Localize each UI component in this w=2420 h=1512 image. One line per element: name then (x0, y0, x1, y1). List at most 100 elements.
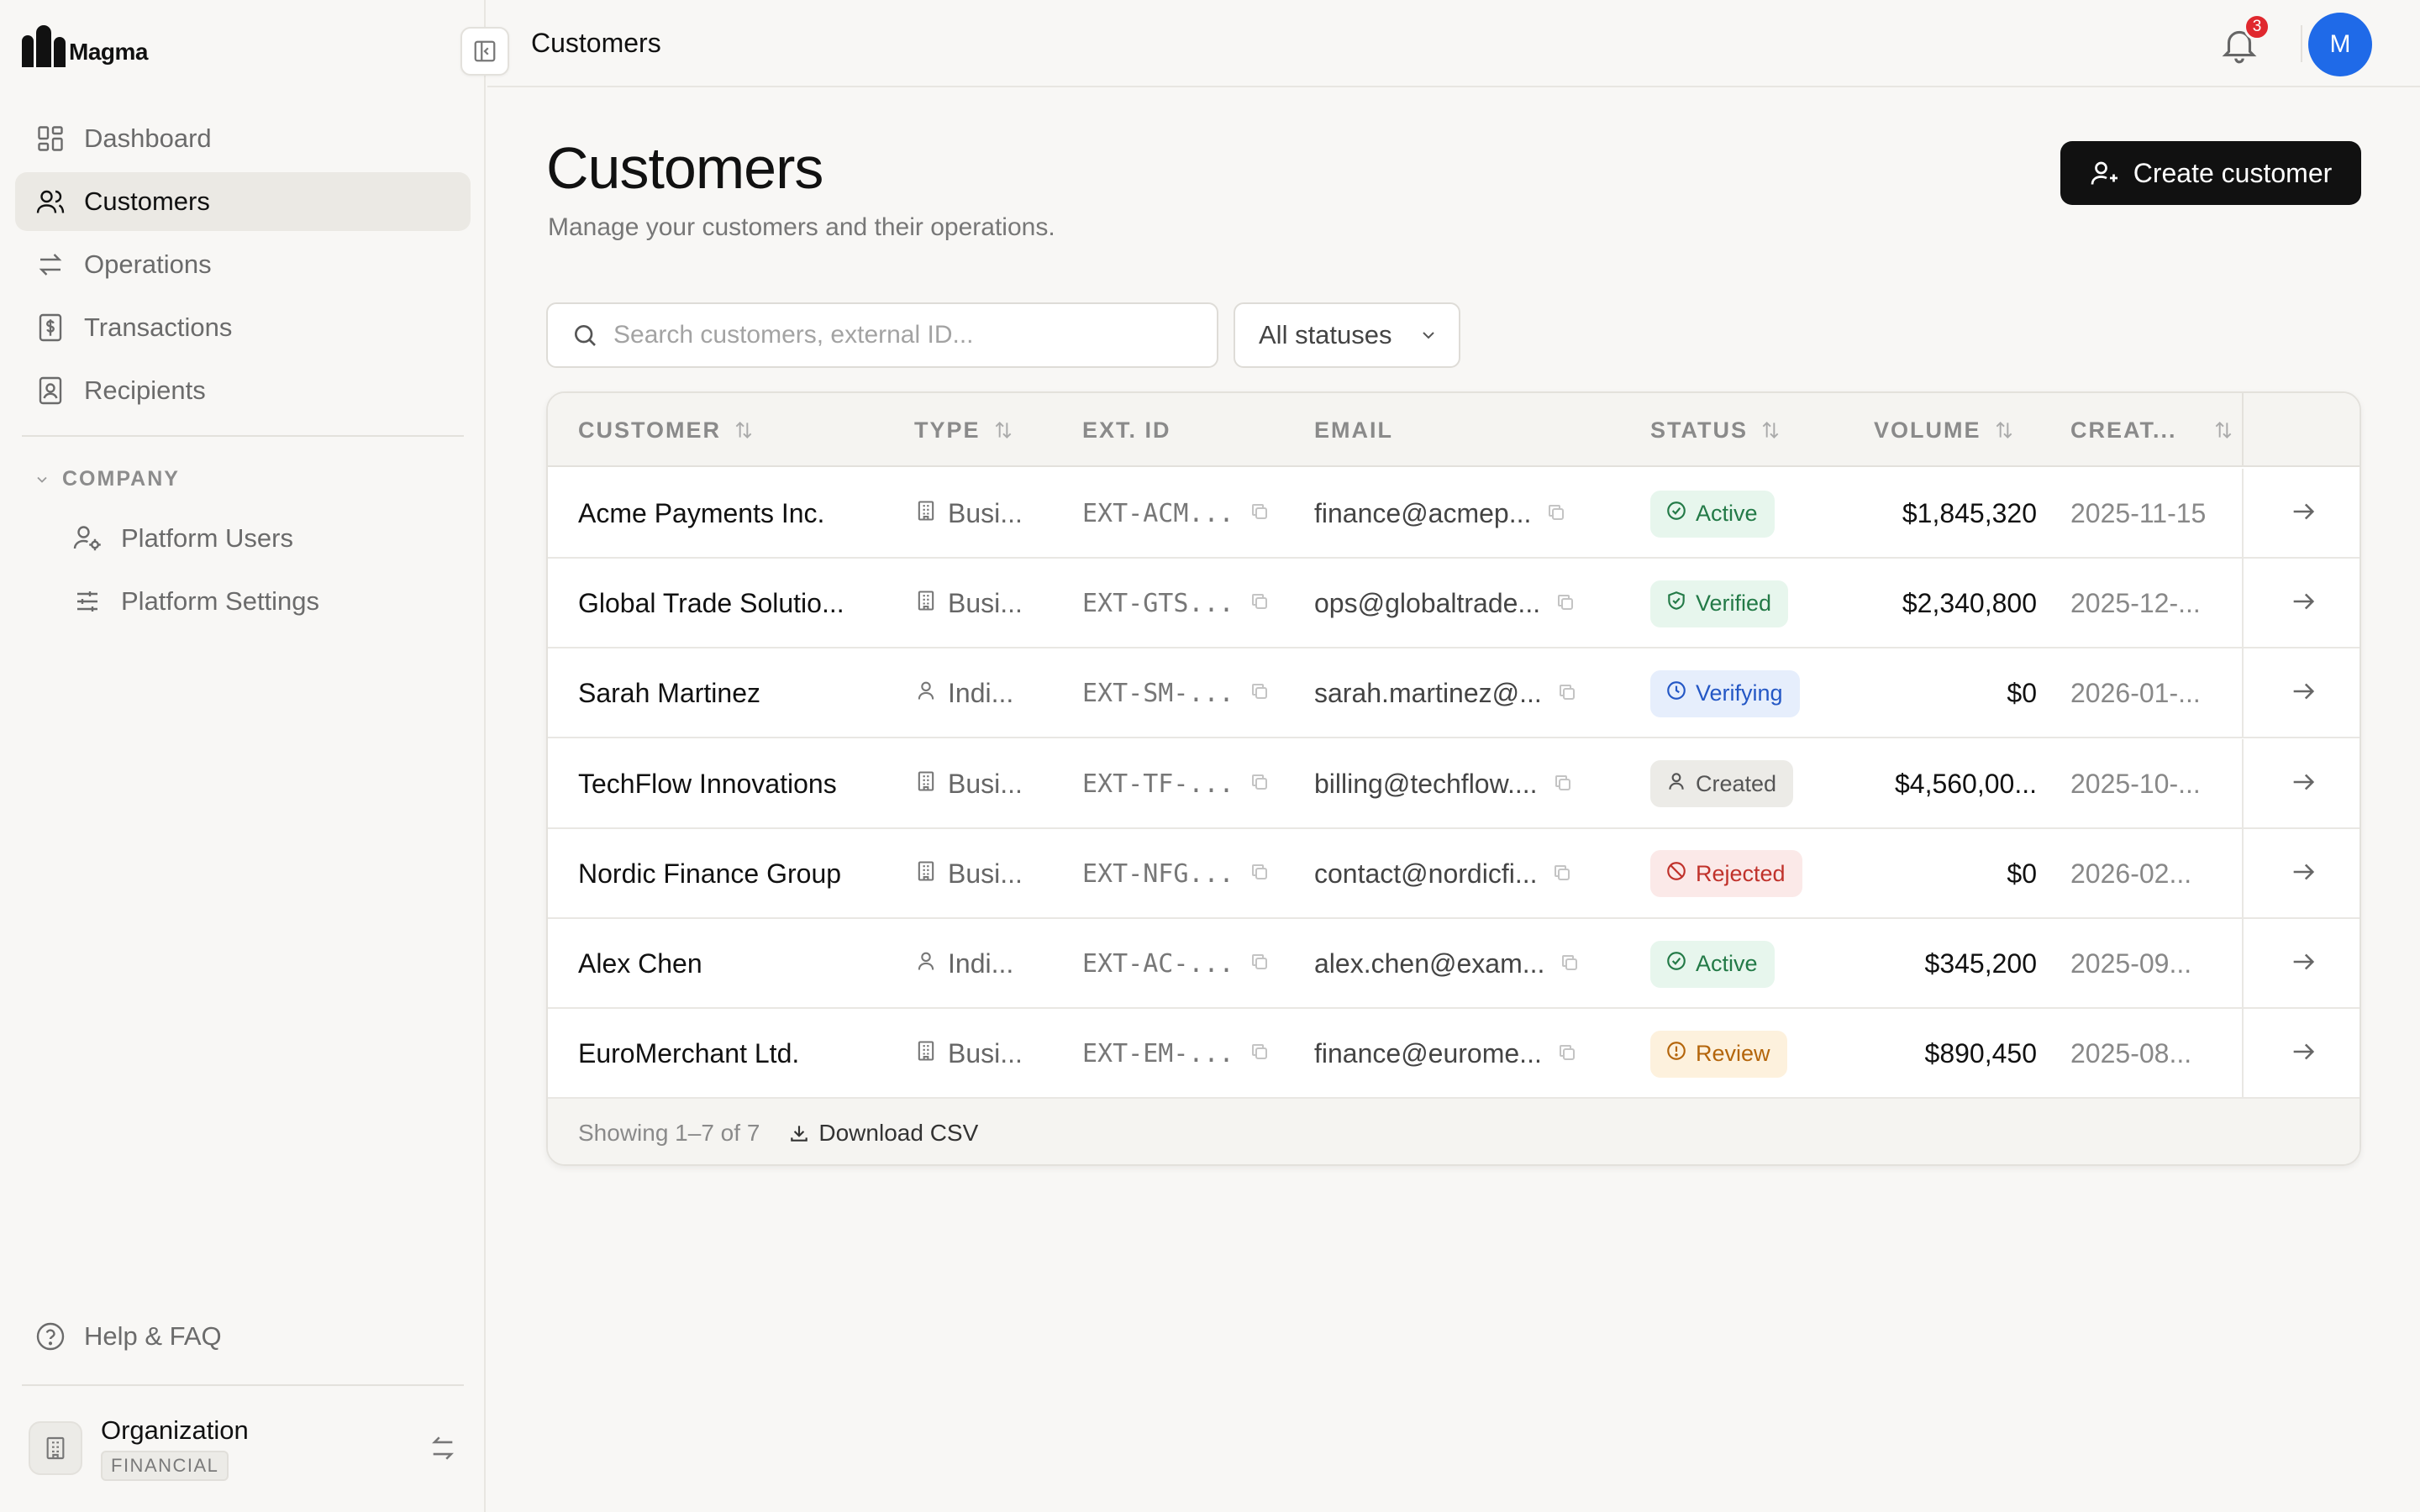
section-label: COMPANY (62, 467, 180, 491)
copy-icon[interactable] (1557, 678, 1577, 709)
column-header-created[interactable]: CREAT... (2070, 393, 2234, 467)
table-row[interactable]: Alex Chen Indi... EXT-AC-... alex.chen@exam… (548, 919, 2360, 1009)
copy-icon[interactable] (1552, 858, 1572, 890)
customer-name[interactable]: TechFlow Innovations (578, 768, 837, 799)
sidebar-item-customers[interactable]: Customers (15, 172, 471, 231)
open-customer-button[interactable] (2242, 469, 2360, 559)
sidebar-item-platform-settings[interactable]: Platform Settings (55, 572, 471, 631)
table-row[interactable]: Sarah Martinez Indi... EXT-SM-... sarah.mar… (548, 648, 2360, 739)
table-row[interactable]: EuroMerchant Ltd. Busi... EXT-EM-... financ… (548, 1009, 2360, 1100)
create-customer-button[interactable]: Create customer (2060, 141, 2361, 205)
customer-name[interactable]: Global Trade Solutio... (578, 588, 844, 619)
brand-logo[interactable]: Magma (22, 25, 148, 67)
section-company-toggle[interactable]: COMPANY (34, 467, 180, 491)
customer-email: finance@acmep... (1314, 469, 1634, 559)
copy-icon[interactable] (1553, 769, 1573, 800)
search-box[interactable] (546, 302, 1218, 368)
column-header-label: EXT. ID (1082, 417, 1171, 443)
building-icon (914, 1038, 938, 1069)
sidebar-item-dashboard[interactable]: Dashboard (15, 109, 471, 168)
email-value: alex.chen@exam... (1314, 948, 1545, 979)
customer-name[interactable]: Alex Chen (578, 948, 702, 979)
copy-icon[interactable] (1249, 679, 1270, 708)
customer-name[interactable]: Nordic Finance Group (578, 858, 842, 889)
open-customer-button[interactable] (2242, 828, 2360, 919)
sidebar-item-transactions[interactable]: Transactions (15, 298, 471, 357)
table-row[interactable]: TechFlow Innovations Busi... EXT-TF-... bil… (548, 738, 2360, 829)
customer-type-label: Busi... (948, 768, 1023, 799)
customer-type-label: Busi... (948, 858, 1023, 889)
collapse-sidebar-button[interactable] (460, 27, 509, 76)
open-customer-button[interactable] (2242, 648, 2360, 739)
created-date: 2025-09... (2070, 948, 2192, 979)
table-row[interactable]: Global Trade Solutio... Busi... EXT-GTS...… (548, 559, 2360, 649)
user-plus-icon (2091, 161, 2118, 185)
open-customer-button[interactable] (2242, 738, 2360, 829)
email-value: contact@nordicfi... (1314, 858, 1538, 889)
column-header-volume[interactable]: VOLUME (1874, 393, 2015, 467)
customer-name[interactable]: Acme Payments Inc. (578, 498, 825, 528)
sidebar-item-platform-users[interactable]: Platform Users (55, 509, 471, 568)
contact-card-icon (39, 376, 62, 405)
search-input[interactable] (613, 321, 1185, 349)
customer-name[interactable]: EuroMerchant Ltd. (578, 1038, 800, 1069)
copy-icon[interactable] (1555, 588, 1576, 619)
column-header-status[interactable]: STATUS (1650, 393, 1781, 467)
sidebar-item-label: Transactions (84, 312, 233, 342)
created-date: 2025-08... (2070, 1038, 2192, 1069)
table-header: CUSTOMER TYPE EXT. ID EMAIL STATUS VOLUM… (548, 393, 2360, 467)
topbar-divider (2301, 25, 2302, 62)
status-filter-select[interactable]: All statuses (1234, 302, 1460, 368)
table-row[interactable]: Nordic Finance Group Busi... EXT-NFG... con… (548, 828, 2360, 919)
email-value: billing@techflow.... (1314, 768, 1538, 799)
copy-icon[interactable] (1557, 1038, 1577, 1069)
switch-arrows-icon[interactable] (429, 1434, 457, 1462)
open-customer-button[interactable] (2242, 559, 2360, 649)
chevron-down-icon (37, 476, 47, 483)
column-header-customer[interactable]: CUSTOMER (578, 393, 755, 467)
open-customer-button[interactable] (2242, 1009, 2360, 1100)
sidebar-item-help[interactable]: Help & FAQ (15, 1307, 471, 1366)
open-customer-button[interactable] (2242, 919, 2360, 1009)
status-cell: Review (1650, 1009, 1835, 1099)
customer-type: Indi... (914, 648, 1065, 738)
notifications-button[interactable] (2218, 24, 2260, 66)
copy-icon[interactable] (1249, 769, 1270, 799)
download-csv-button[interactable]: Download CSV (788, 1120, 978, 1147)
external-id: EXT-SM-... (1082, 648, 1301, 738)
user-avatar[interactable]: M (2308, 13, 2372, 76)
sidebar-item-operations[interactable]: Operations (15, 235, 471, 294)
customers-table: CUSTOMER TYPE EXT. ID EMAIL STATUS VOLUM… (546, 391, 2361, 1166)
table-row[interactable]: Acme Payments Inc. Busi... EXT-ACM... finan… (548, 469, 2360, 559)
copy-icon[interactable] (1249, 949, 1270, 979)
customer-type: Busi... (914, 559, 1065, 648)
status-label: Rejected (1696, 860, 1786, 886)
breadcrumb: Customers (531, 28, 661, 58)
copy-icon[interactable] (1249, 1039, 1270, 1068)
building-icon (914, 769, 938, 800)
copy-icon[interactable] (1560, 948, 1580, 979)
customer-type: Busi... (914, 469, 1065, 559)
copy-icon[interactable] (1249, 499, 1270, 528)
external-id-value: EXT-EM-... (1082, 1039, 1234, 1069)
customer-name[interactable]: Sarah Martinez (578, 678, 760, 709)
column-header-label: CREAT... (2070, 417, 2177, 443)
receipt-dollar-icon (39, 313, 62, 342)
copy-icon[interactable] (1249, 859, 1270, 889)
external-id: EXT-GTS... (1082, 559, 1301, 648)
customer-volume: $0 (2007, 678, 2037, 709)
chevron-down-icon (1423, 332, 1434, 339)
status-cell: Active (1650, 919, 1835, 1009)
column-header-ext-id: EXT. ID (1082, 393, 1171, 467)
arrows-exchange-icon (39, 254, 62, 276)
sidebar-item-label: Customers (84, 186, 210, 216)
column-header-type[interactable]: TYPE (914, 393, 1014, 467)
status-label: Active (1696, 501, 1758, 526)
organization-switcher[interactable]: Organization FINANCIAL (29, 1415, 457, 1482)
status-filter-value: All statuses (1259, 320, 1392, 349)
sidebar-item-recipients[interactable]: Recipients (15, 361, 471, 420)
notification-count-badge: 3 (2244, 13, 2270, 40)
copy-icon[interactable] (1249, 589, 1270, 618)
copy-icon[interactable] (1546, 498, 1566, 529)
building-icon (914, 858, 938, 890)
